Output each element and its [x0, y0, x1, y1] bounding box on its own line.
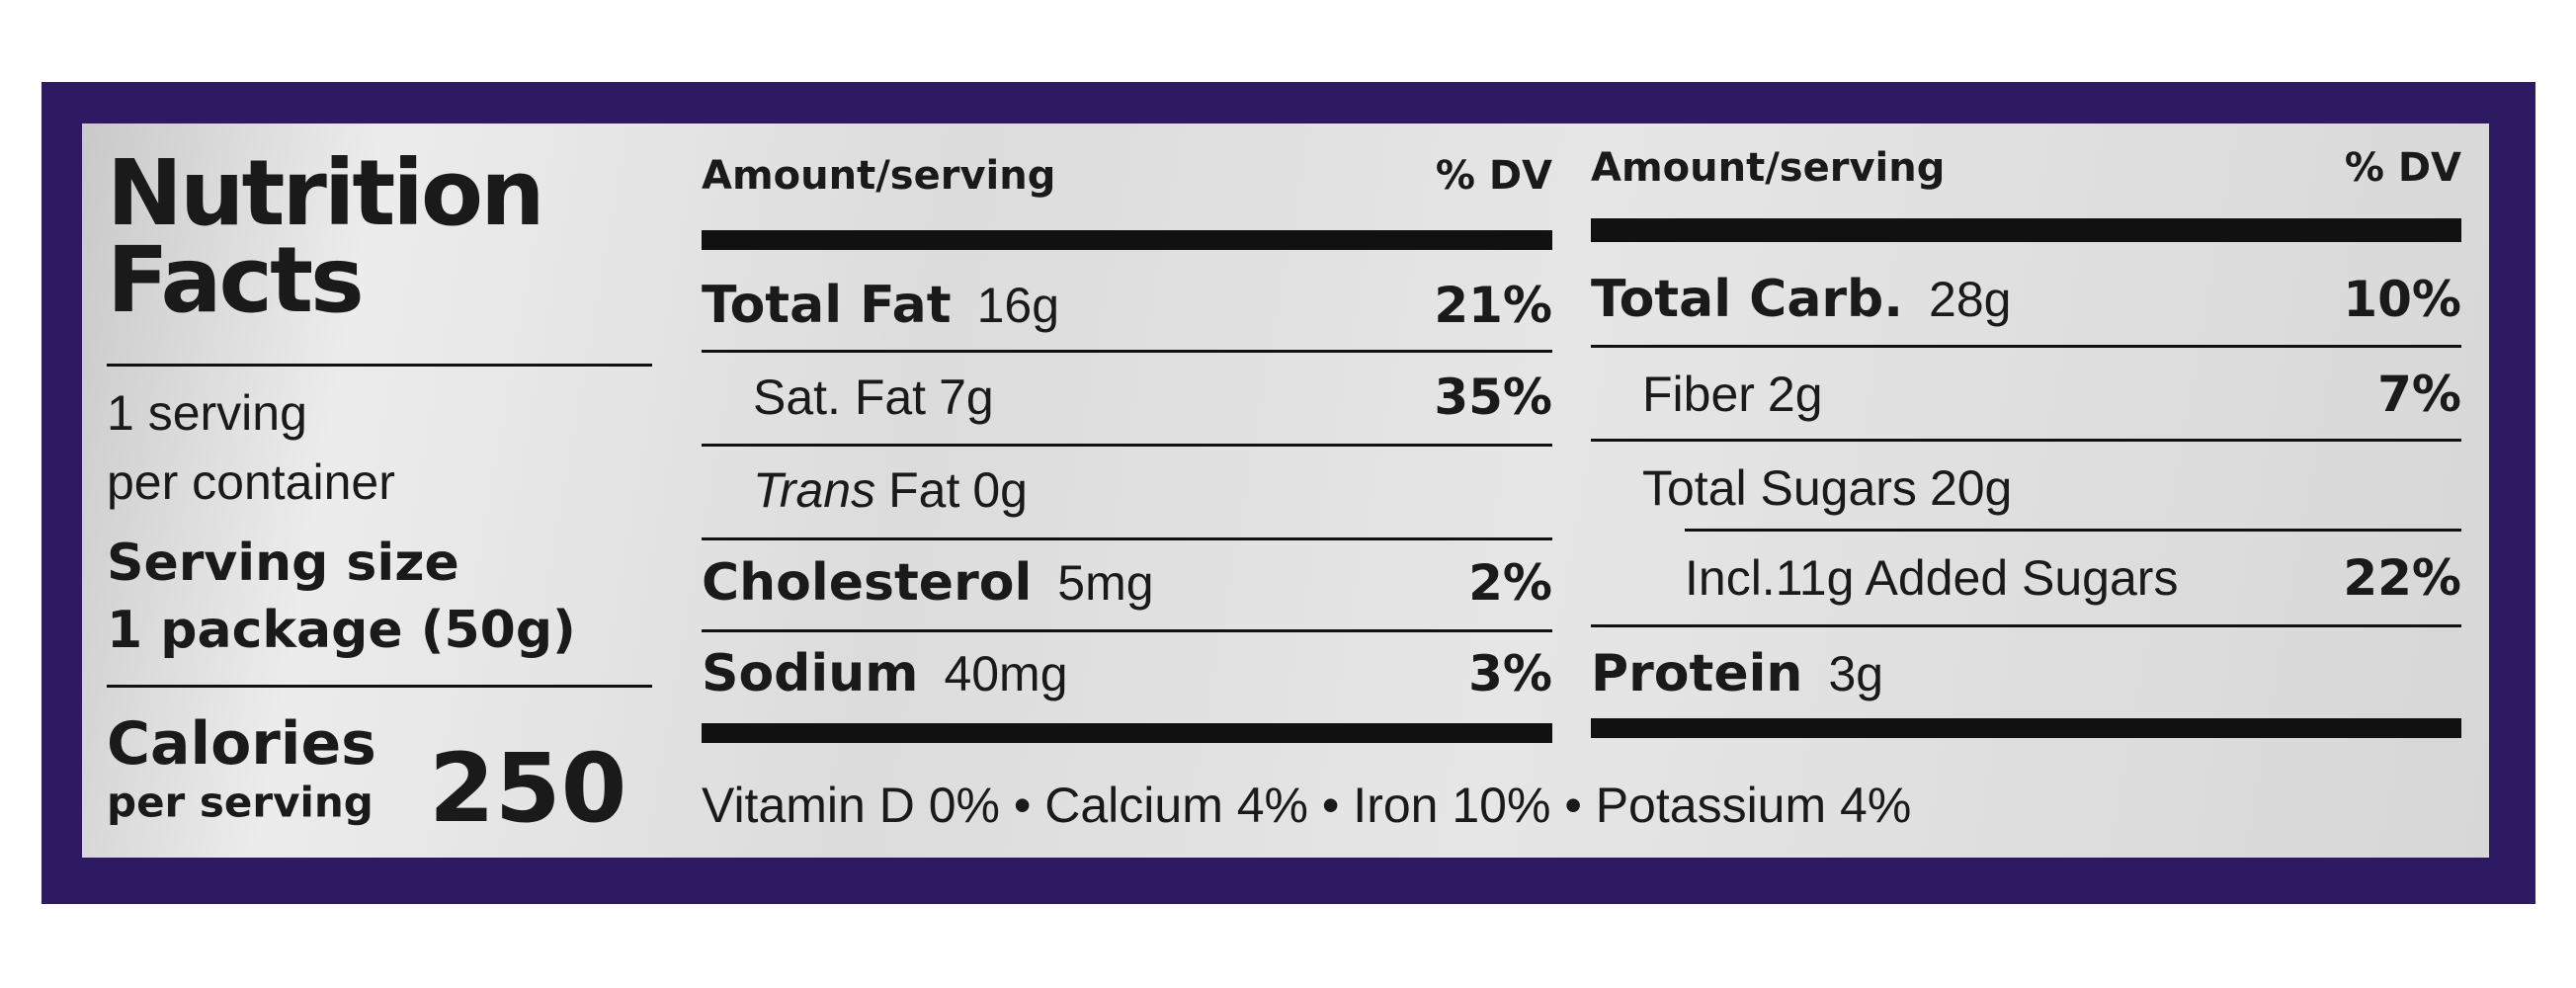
nutrient-dv: 2% — [1468, 554, 1552, 612]
nutrient-dv: 10% — [2343, 271, 2461, 328]
nutrient-name: Sodium — [702, 644, 919, 703]
nutrient-name: Cholesterol — [702, 553, 1033, 613]
nutrient-name: Total Sugars — [1642, 460, 1917, 516]
serving-size: 1 package (50g) — [107, 601, 576, 660]
nutrient-row: Cholesterol 5mg — [702, 553, 1154, 613]
header-amount: Amount/serving — [1591, 145, 1946, 191]
nutrient-row: Protein 3g — [1591, 644, 1883, 703]
nutrient-row: Total Sugars 20g — [1642, 459, 2012, 517]
nutrient-row: Sat. Fat 7g — [753, 369, 994, 426]
nutrient-amount: 20g — [1929, 460, 2013, 516]
header-dv: % DV — [2344, 145, 2461, 191]
nutrient-amount: 16g — [976, 278, 1060, 333]
rule — [702, 629, 1552, 632]
nutrient-dv: 22% — [2343, 549, 2461, 607]
thick-rule — [1591, 218, 2461, 242]
nutrient-row: Fiber 2g — [1642, 366, 1823, 423]
rule — [702, 537, 1552, 540]
thick-rule — [702, 723, 1552, 743]
footer: Vitamin D 0% • Calcium 4% • Iron 10% • P… — [702, 778, 1912, 833]
nutrient-dv: 7% — [2377, 366, 2461, 423]
rule — [107, 364, 652, 367]
nutrient-row: Total Carb. 28g — [1591, 270, 2011, 329]
rule — [702, 444, 1552, 447]
nutrient-amount: 2g — [1767, 367, 1823, 422]
serving-size-label: Serving size — [107, 534, 459, 593]
servings: 1 serving — [107, 385, 307, 441]
rule — [1591, 439, 2461, 442]
nutrient-row: Total Fat 16g — [702, 276, 1059, 335]
nutrient-name: Fiber — [1642, 367, 1755, 422]
nutrient-name: Total Fat — [702, 276, 952, 335]
rule — [1685, 529, 2461, 532]
nutrient-amount: 40mg — [944, 646, 1068, 701]
thick-rule — [1591, 718, 2461, 738]
nutrient-amount: 28g — [1929, 272, 2012, 327]
nutrient-amount: 3g — [1828, 646, 1884, 701]
nutrient-amount: 0g — [972, 462, 1028, 518]
title: Nutrition Facts — [107, 140, 545, 333]
nutrient-dv: 35% — [1434, 369, 1552, 426]
nutrient-dv: 21% — [1434, 277, 1552, 334]
nutrient-name: Fat — [888, 462, 960, 518]
nutrient-name: Total Carb. — [1591, 270, 1904, 329]
thick-rule — [702, 230, 1552, 250]
rule — [702, 350, 1552, 353]
servings: per container — [107, 454, 395, 510]
nutrient-name: Incl.11g Added Sugars — [1685, 550, 2179, 606]
nutrient-amount: 7g — [939, 370, 994, 425]
nutrient-row: Sodium 40mg — [702, 644, 1068, 703]
header-amount: Amount/serving — [702, 153, 1056, 199]
header-dv: % DV — [1435, 153, 1552, 199]
calories: 250 — [429, 733, 627, 844]
nutrient-row: Trans Fat 0g — [753, 461, 1028, 519]
nutrient-name-italic: Trans — [753, 462, 876, 518]
nutrient-amount: 5mg — [1057, 555, 1154, 611]
nutrient-row: Incl.11g Added Sugars — [1685, 549, 2191, 607]
nutrient-name: Protein — [1591, 644, 1803, 703]
rule — [1591, 345, 2461, 348]
nutrient-dv: 3% — [1468, 645, 1552, 702]
calories-sub: per serving — [107, 778, 374, 827]
rule — [1591, 624, 2461, 627]
nutrient-name: Sat. Fat — [753, 370, 927, 425]
rule — [107, 685, 652, 688]
calories-label: Calories — [107, 709, 376, 779]
